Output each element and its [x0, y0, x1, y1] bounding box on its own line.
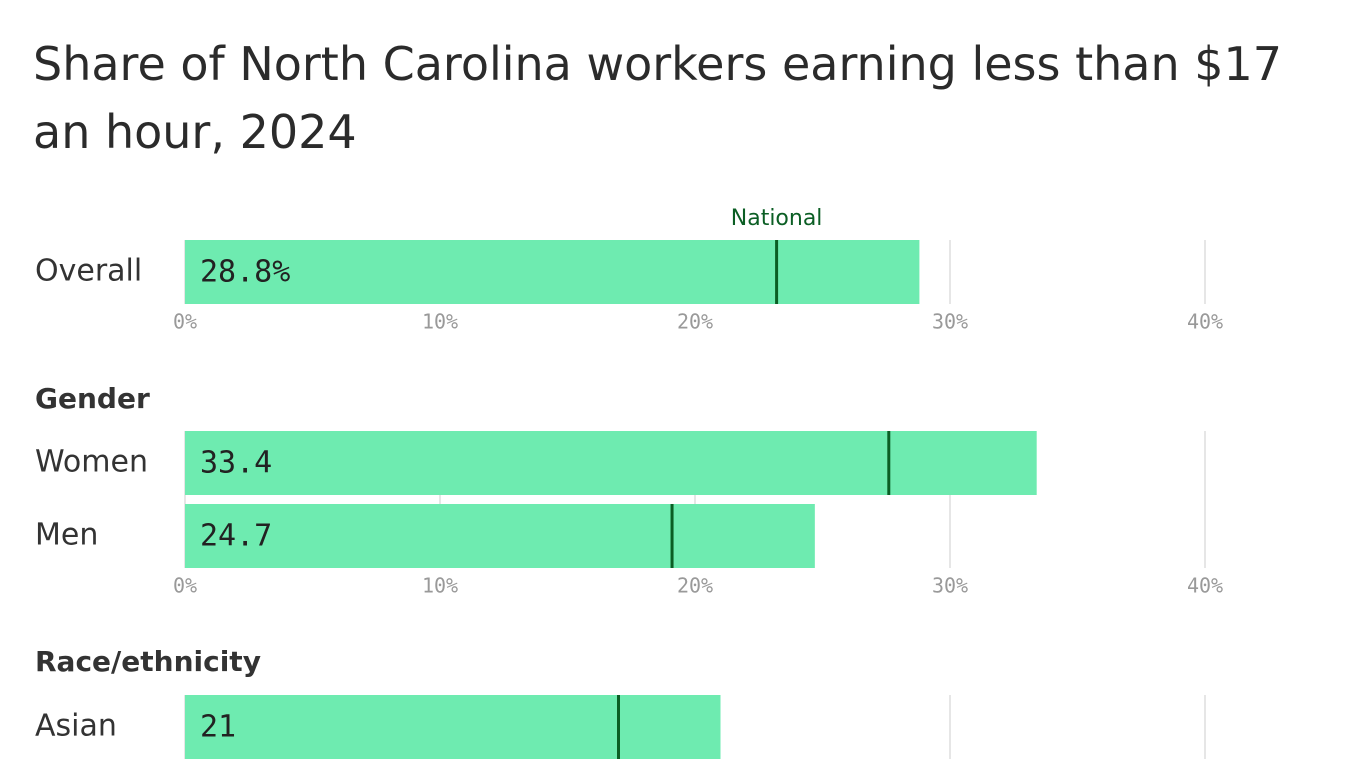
x-tick-label: 30%	[932, 574, 968, 598]
bar	[185, 504, 815, 568]
national-marker	[775, 240, 779, 304]
group-label: Race/ethnicity	[35, 645, 261, 678]
category-label: Asian	[35, 709, 117, 744]
x-tick-label: 0%	[173, 310, 197, 334]
chart-title: Share of North Carolina workers earning …	[33, 37, 1282, 159]
x-tick-label: 20%	[677, 574, 713, 598]
value-label: 33.4	[200, 446, 272, 481]
bar	[185, 431, 1037, 495]
x-tick-label: 40%	[1187, 310, 1223, 334]
category-label: Men	[35, 518, 98, 553]
x-tick-label: 0%	[173, 574, 197, 598]
national-marker	[887, 431, 891, 495]
marker-label: National	[731, 206, 823, 231]
x-tick-label: 30%	[932, 310, 968, 334]
value-label: 28.8%	[200, 255, 290, 290]
value-label: 24.7	[200, 519, 272, 554]
bar	[185, 695, 721, 759]
x-tick-label: 10%	[422, 574, 458, 598]
national-marker	[670, 504, 674, 568]
group-label: Gender	[35, 382, 150, 415]
national-marker	[617, 695, 620, 759]
value-label: 21	[200, 710, 236, 745]
x-tick-label: 40%	[1187, 574, 1223, 598]
x-tick-label: 10%	[422, 310, 458, 334]
x-tick-label: 20%	[677, 310, 713, 334]
category-label: Overall	[35, 254, 142, 289]
category-label: Women	[35, 445, 148, 480]
bar	[185, 240, 920, 304]
